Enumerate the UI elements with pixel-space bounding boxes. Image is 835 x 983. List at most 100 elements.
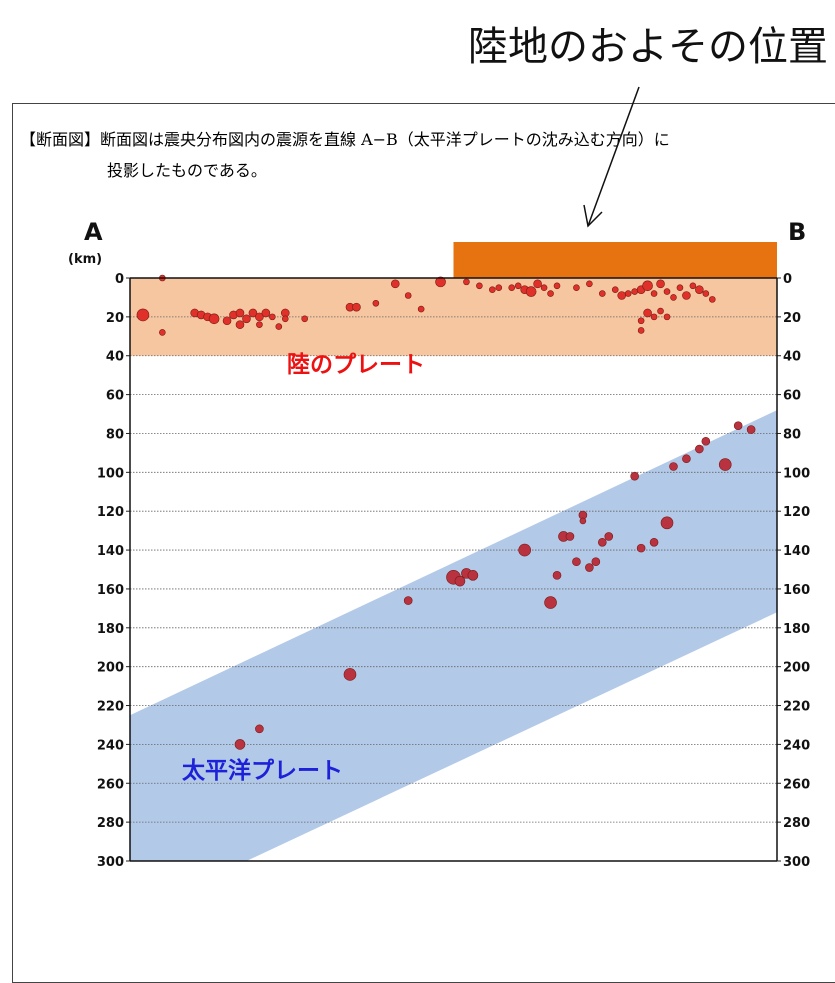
land-plate-label: 陸のプレート bbox=[287, 352, 425, 378]
y-tick-label-right: 160 bbox=[783, 583, 810, 598]
y-tick-label-left: 100 bbox=[97, 466, 124, 481]
hypocenter-point-deep bbox=[343, 668, 357, 681]
hypocenter-point-shallow bbox=[631, 288, 638, 295]
hypocenter-point-deep bbox=[604, 532, 614, 541]
hypocenter-point-shallow bbox=[242, 314, 251, 324]
y-tick-label-right: 100 bbox=[783, 466, 810, 481]
hypocenter-point-shallow bbox=[222, 316, 232, 326]
hypocenter-point-shallow bbox=[573, 284, 580, 292]
y-tick-label-right: 260 bbox=[783, 777, 810, 792]
hypocenter-point-deep bbox=[403, 596, 413, 605]
endpoint-a-label: A bbox=[84, 218, 103, 246]
hypocenter-point-shallow bbox=[159, 329, 166, 336]
endpoint-b-label: B bbox=[788, 218, 806, 246]
hypocenter-point-deep bbox=[598, 537, 607, 547]
hypocenter-point-shallow bbox=[489, 286, 496, 293]
hypocenter-point-deep bbox=[701, 436, 711, 446]
hypocenter-point-shallow bbox=[599, 290, 606, 297]
hypocenter-point-shallow bbox=[261, 308, 271, 318]
y-tick-label-right: 200 bbox=[783, 661, 810, 676]
hypocenter-point-shallow bbox=[702, 290, 710, 297]
hypocenter-point-shallow bbox=[624, 290, 632, 297]
y-tick-label-left: 300 bbox=[97, 855, 124, 870]
y-tick-label-left: 120 bbox=[97, 505, 124, 520]
hypocenter-point-shallow bbox=[269, 313, 276, 321]
hypocenter-point-shallow bbox=[553, 282, 561, 290]
hypocenter-point-shallow bbox=[637, 317, 645, 325]
hypocenter-point-shallow bbox=[255, 312, 264, 322]
hypocenter-point-shallow bbox=[586, 280, 593, 288]
hypocenter-point-shallow bbox=[643, 308, 652, 318]
hypocenter-point-shallow bbox=[372, 299, 380, 307]
hypocenter-point-shallow bbox=[637, 327, 645, 334]
y-tick-label-right: 40 bbox=[783, 350, 801, 365]
hypocenter-point-shallow bbox=[235, 308, 245, 318]
hypocenter-point-shallow bbox=[525, 286, 537, 297]
hypocenter-point-shallow bbox=[540, 284, 548, 292]
y-tick-label-left: 60 bbox=[106, 389, 124, 404]
hypocenter-point-shallow bbox=[657, 307, 664, 315]
y-tick-label-left: 180 bbox=[97, 622, 124, 637]
hypocenter-point-shallow bbox=[495, 284, 503, 292]
hypocenter-point-shallow bbox=[352, 302, 361, 312]
depth-unit-label: (km) bbox=[68, 252, 102, 267]
hypocenter-point-shallow bbox=[390, 279, 400, 289]
hypocenter-point-shallow bbox=[235, 320, 245, 329]
hypocenter-point-deep bbox=[630, 471, 639, 481]
hypocenter-point-shallow bbox=[670, 294, 677, 301]
hypocenter-point-shallow bbox=[689, 282, 697, 290]
y-tick-label-left: 260 bbox=[97, 777, 124, 792]
hypocenter-point-deep bbox=[746, 425, 756, 434]
hypocenter-point-deep bbox=[682, 454, 691, 464]
hypocenter-point-deep bbox=[234, 739, 246, 750]
hypocenter-point-deep bbox=[454, 575, 466, 587]
hypocenter-point-deep bbox=[467, 570, 479, 581]
hypocenter-point-deep bbox=[649, 537, 659, 547]
y-tick-label-right: 0 bbox=[783, 272, 792, 287]
hypocenter-point-deep bbox=[733, 421, 743, 430]
hypocenter-point-deep bbox=[255, 724, 264, 734]
y-tick-label-right: 80 bbox=[783, 427, 801, 442]
hypocenter-point-shallow bbox=[508, 284, 516, 292]
hypocenter-point-shallow bbox=[533, 279, 542, 289]
hypocenter-point-shallow bbox=[708, 296, 716, 303]
y-tick-label-right: 300 bbox=[783, 855, 810, 870]
hypocenter-point-shallow bbox=[476, 282, 483, 290]
hypocenter-point-deep bbox=[565, 532, 575, 541]
y-tick-label-right: 180 bbox=[783, 622, 810, 637]
hypocenter-point-deep bbox=[636, 543, 646, 553]
hypocenter-point-shallow bbox=[136, 308, 150, 322]
y-tick-label-left: 220 bbox=[97, 700, 124, 715]
y-tick-label-left: 80 bbox=[106, 427, 124, 442]
y-tick-label-left: 140 bbox=[97, 544, 124, 559]
hypocenter-point-shallow bbox=[404, 292, 412, 299]
hypocenter-point-shallow bbox=[281, 315, 289, 323]
hypocenter-point-shallow bbox=[650, 290, 658, 297]
y-tick-label-left: 240 bbox=[97, 738, 124, 753]
hypocenter-point-shallow bbox=[435, 276, 446, 288]
hypocenter-point-deep bbox=[585, 563, 594, 572]
hypocenter-point-deep bbox=[552, 571, 562, 580]
pacific-plate-label: 太平洋プレート bbox=[182, 757, 343, 784]
hypocenter-point-shallow bbox=[248, 308, 258, 318]
pacific-plate-band bbox=[130, 410, 777, 861]
hypocenter-point-shallow bbox=[617, 291, 627, 300]
y-tick-label-right: 140 bbox=[783, 544, 810, 559]
y-tick-label-left: 40 bbox=[106, 350, 124, 365]
y-tick-label-left: 0 bbox=[115, 272, 124, 287]
hypocenter-point-shallow bbox=[208, 313, 220, 325]
hypocenter-point-shallow bbox=[611, 286, 619, 293]
hypocenter-point-shallow bbox=[650, 313, 658, 321]
hypocenter-point-deep bbox=[660, 516, 674, 530]
hypocenter-point-shallow bbox=[301, 315, 308, 323]
y-tick-label-right: 20 bbox=[783, 311, 801, 326]
y-tick-label-left: 200 bbox=[97, 661, 124, 676]
hypocenter-point-deep bbox=[718, 458, 732, 471]
hypocenter-point-shallow bbox=[417, 305, 425, 313]
y-tick-label-right: 280 bbox=[783, 816, 810, 831]
hypocenter-point-shallow bbox=[663, 288, 671, 295]
y-tick-label-right: 220 bbox=[783, 700, 810, 715]
hypocenter-point-shallow bbox=[676, 284, 684, 292]
hypocenter-point-deep bbox=[572, 557, 581, 567]
